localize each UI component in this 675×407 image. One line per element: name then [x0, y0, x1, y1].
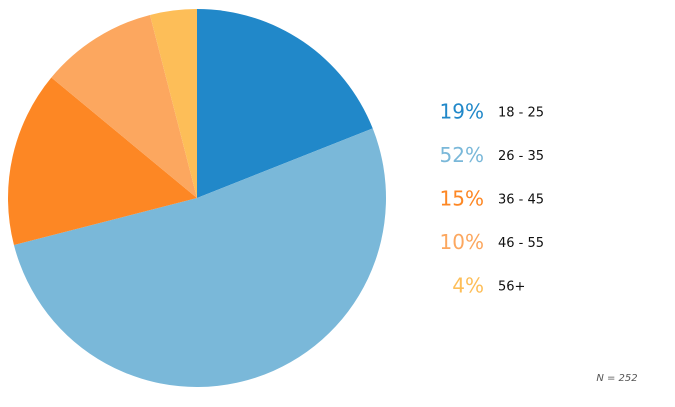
pie-slice	[13, 128, 387, 388]
legend-label: 18 - 25	[498, 106, 544, 121]
annotation: N = 252	[596, 373, 637, 384]
legend-label: 46 - 55	[498, 236, 544, 251]
legend-value: 4%	[452, 274, 484, 298]
legend-value: 10%	[440, 230, 484, 254]
legend-value: 15%	[440, 187, 484, 211]
pie-slice	[197, 9, 373, 198]
legend-label: 26 - 35	[498, 149, 544, 164]
pie-slice	[51, 14, 197, 199]
pie-slice	[7, 77, 197, 246]
legend-value: 19%	[440, 100, 484, 124]
pie-slice	[149, 9, 197, 198]
legend-label: 36 - 45	[498, 193, 544, 208]
legend-value: 52%	[440, 143, 484, 167]
legend-label: 56+	[498, 280, 525, 295]
